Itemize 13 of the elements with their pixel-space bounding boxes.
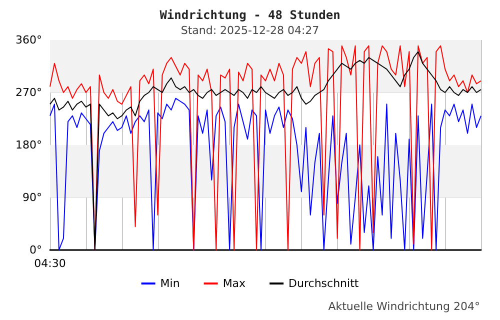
legend-label: Min bbox=[160, 277, 180, 290]
line-series bbox=[50, 98, 482, 250]
legend-label: Durchschnitt bbox=[288, 277, 360, 290]
chart-title: Windrichtung - 48 Stunden bbox=[160, 8, 340, 22]
y-tick-label: 360° bbox=[16, 34, 42, 46]
chart-subtitle: Stand: 2025-12-28 04:27 bbox=[180, 24, 320, 37]
y-tick-label: 0° bbox=[30, 244, 42, 256]
y-tick-label: 180° bbox=[16, 138, 42, 152]
y-tick-label: 90° bbox=[22, 191, 42, 204]
x-tick-label: 04:30 bbox=[34, 257, 66, 270]
legend-label: Max bbox=[222, 277, 246, 290]
y-tick-label: 270° bbox=[16, 86, 42, 99]
text: Aktuelle Windrichtung 204° bbox=[328, 300, 480, 313]
